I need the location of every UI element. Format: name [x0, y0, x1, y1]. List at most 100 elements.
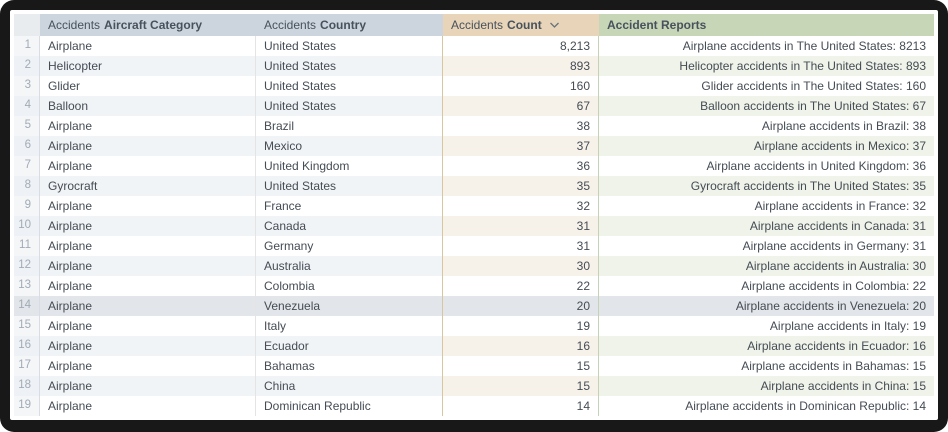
cell-count[interactable]: 22 [443, 276, 599, 296]
cell-country[interactable]: Canada [256, 216, 443, 236]
cell-country[interactable]: United States [256, 176, 443, 196]
cell-aircraft-category[interactable]: Glider [40, 76, 256, 96]
cell-aircraft-category[interactable]: Airplane [40, 316, 256, 336]
row-number: 9 [14, 196, 40, 216]
cell-country[interactable]: Australia [256, 256, 443, 276]
table-row: 17 Airplane Bahamas 15 Airplane accident… [14, 356, 934, 376]
cell-count[interactable]: 14 [443, 396, 599, 416]
column-header-country[interactable]: Accidents Country [256, 14, 443, 36]
row-number: 4 [14, 96, 40, 116]
cell-country[interactable]: United States [256, 96, 443, 116]
table-row: 15 Airplane Italy 19 Airplane accidents … [14, 316, 934, 336]
cell-count[interactable]: 160 [443, 76, 599, 96]
cell-country[interactable]: United Kingdom [256, 156, 443, 176]
cell-country[interactable]: Ecuador [256, 336, 443, 356]
table-row: 5 Airplane Brazil 38 Airplane accidents … [14, 116, 934, 136]
cell-aircraft-category[interactable]: Airplane [40, 356, 256, 376]
cell-accident-report[interactable]: Airplane accidents in Germany: 31 [742, 239, 926, 253]
row-number: 14 [14, 296, 40, 316]
row-number: 6 [14, 136, 40, 156]
cell-count[interactable]: 37 [443, 136, 599, 156]
cell-accident-report[interactable]: Airplane accidents in China: 15 [599, 376, 934, 396]
table-row: 13 Airplane Colombia 22 Airplane acciden… [14, 276, 934, 296]
cell-aircraft-category[interactable]: Airplane [40, 296, 256, 316]
cell-country[interactable]: Brazil [256, 116, 443, 136]
cell-country[interactable]: United States [256, 76, 443, 96]
cell-accident-report[interactable]: Airplane accidents in The United States:… [682, 39, 926, 53]
table-row: 2 Helicopter United States 893 Helicopte… [14, 56, 934, 76]
cell-country[interactable]: Mexico [256, 136, 443, 156]
cell-country[interactable]: United States [256, 56, 443, 76]
table-row: 6 Airplane Mexico 37 Airplane accidents … [14, 136, 934, 156]
row-number: 16 [14, 336, 40, 356]
cell-accident-report[interactable]: Airplane accidents in Mexico: 37 [599, 136, 934, 156]
cell-accident-report[interactable]: Gyrocraft accidents in The United States… [599, 176, 934, 196]
cell-country[interactable]: Bahamas [256, 356, 443, 376]
cell-country[interactable]: Dominican Republic [256, 396, 443, 416]
cell-accident-report[interactable]: Helicopter accidents in The United State… [599, 56, 934, 76]
cell-aircraft-category[interactable]: Airplane [40, 36, 256, 56]
table-panel: Accidents Aircraft Category Accidents Co… [10, 10, 938, 420]
cell-count[interactable]: 20 [443, 296, 599, 316]
cell-count[interactable]: 38 [443, 116, 599, 136]
cell-aircraft-category[interactable]: Airplane [40, 216, 256, 236]
cell-count[interactable]: 31 [443, 216, 599, 236]
cell-aircraft-category[interactable]: Airplane [40, 136, 256, 156]
cell-accident-report[interactable]: Airplane accidents in Brazil: 38 [761, 119, 926, 133]
cell-count[interactable]: 31 [443, 236, 599, 256]
cell-country[interactable]: Italy [256, 316, 443, 336]
cell-aircraft-category[interactable]: Airplane [40, 336, 256, 356]
cell-count[interactable]: 15 [443, 376, 599, 396]
cell-count[interactable]: 19 [443, 316, 599, 336]
cell-count[interactable]: 15 [443, 356, 599, 376]
cell-count[interactable]: 36 [443, 156, 599, 176]
column-header-count[interactable]: Accidents Count [443, 14, 599, 36]
cell-count[interactable]: 16 [443, 336, 599, 356]
cell-count[interactable]: 32 [443, 196, 599, 216]
cell-aircraft-category[interactable]: Airplane [40, 396, 256, 416]
cell-country[interactable]: Venezuela [256, 296, 443, 316]
column-header-accident-reports[interactable]: Accident Reports [599, 14, 934, 36]
cell-country[interactable]: Colombia [256, 276, 443, 296]
cell-accident-report[interactable]: Airplane accidents in France: 32 [754, 199, 926, 213]
cell-accident-report[interactable]: Airplane accidents in Italy: 19 [769, 319, 926, 333]
column-header-aircraft-category[interactable]: Accidents Aircraft Category [40, 14, 256, 36]
table-row: 4 Balloon United States 67 Balloon accid… [14, 96, 934, 116]
cell-aircraft-category[interactable]: Airplane [40, 376, 256, 396]
cell-aircraft-category[interactable]: Helicopter [40, 56, 256, 76]
cell-count[interactable]: 893 [443, 56, 599, 76]
cell-aircraft-category[interactable]: Balloon [40, 96, 256, 116]
cell-country[interactable]: France [256, 196, 443, 216]
cell-accident-report[interactable]: Balloon accidents in The United States: … [599, 96, 934, 116]
cell-accident-report[interactable]: Glider accidents in The United States: 1… [701, 79, 926, 93]
cell-aircraft-category[interactable]: Airplane [40, 116, 256, 136]
table-row: 12 Airplane Australia 30 Airplane accide… [14, 256, 934, 276]
corner-header-cell [14, 14, 40, 36]
row-number: 7 [14, 156, 40, 176]
cell-aircraft-category[interactable]: Airplane [40, 256, 256, 276]
table-header-row: Accidents Aircraft Category Accidents Co… [14, 14, 934, 36]
cell-accident-report[interactable]: Airplane accidents in Australia: 30 [599, 256, 934, 276]
cell-accident-report[interactable]: Airplane accidents in United Kingdom: 36 [706, 159, 926, 173]
cell-aircraft-category[interactable]: Airplane [40, 196, 256, 216]
cell-accident-report[interactable]: Airplane accidents in Ecuador: 16 [599, 336, 934, 356]
cell-count[interactable]: 8,213 [443, 36, 599, 56]
cell-accident-report[interactable]: Airplane accidents in Venezuela: 20 [599, 296, 934, 316]
cell-count[interactable]: 67 [443, 96, 599, 116]
cell-aircraft-category[interactable]: Airplane [40, 276, 256, 296]
cell-aircraft-category[interactable]: Airplane [40, 236, 256, 256]
cell-country[interactable]: Germany [256, 236, 443, 256]
cell-aircraft-category[interactable]: Gyrocraft [40, 176, 256, 196]
cell-accident-report[interactable]: Airplane accidents in Dominican Republic… [685, 399, 926, 413]
cell-count[interactable]: 35 [443, 176, 599, 196]
cell-accident-report[interactable]: Airplane accidents in Bahamas: 15 [741, 359, 926, 373]
cell-count[interactable]: 30 [443, 256, 599, 276]
chevron-down-icon [549, 21, 560, 29]
cell-accident-report[interactable]: Airplane accidents in Canada: 31 [599, 216, 934, 236]
cell-country[interactable]: United States [256, 36, 443, 56]
cell-accident-report[interactable]: Airplane accidents in Colombia: 22 [741, 279, 926, 293]
cell-country[interactable]: China [256, 376, 443, 396]
cell-aircraft-category[interactable]: Airplane [40, 156, 256, 176]
row-number: 8 [14, 176, 40, 196]
